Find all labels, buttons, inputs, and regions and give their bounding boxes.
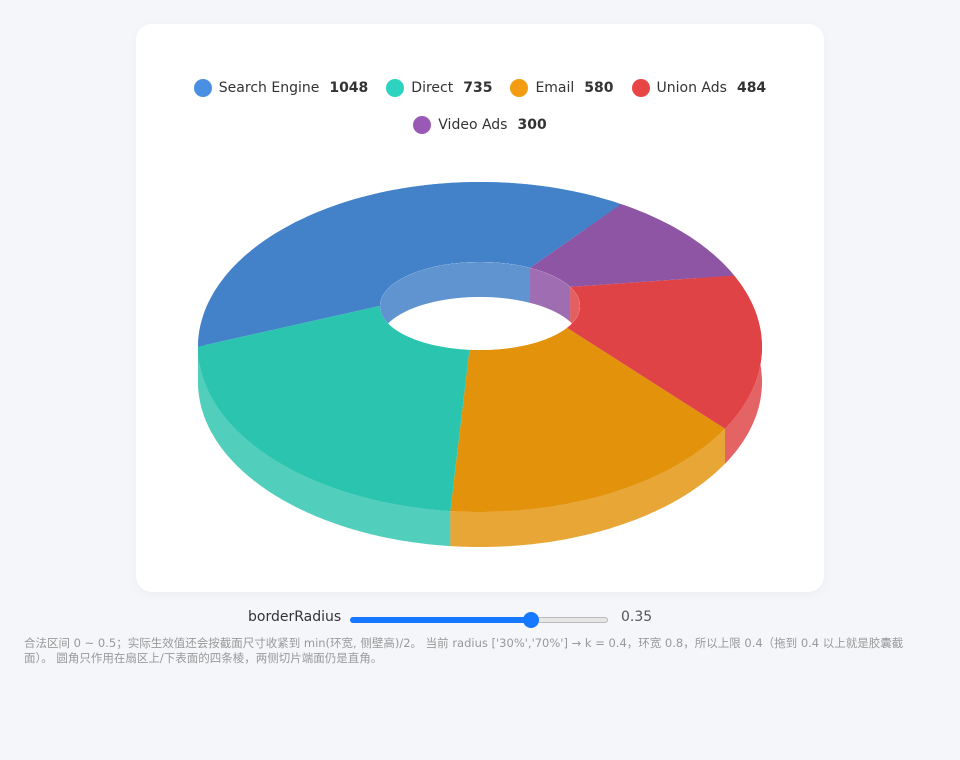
slice-inner-shade [530, 267, 571, 322]
legend-item[interactable]: Union Ads 484 [631, 76, 767, 100]
legend-item[interactable]: Direct 735 [386, 76, 492, 100]
slice [530, 204, 735, 287]
top-faces [198, 182, 762, 512]
legend-marker [413, 116, 432, 134]
slider-value: 0.35 [621, 609, 653, 625]
legend-label: Search Engine [218, 80, 320, 96]
legend: Search Engine 1048 Direct 735 Email 580 Union … [170, 76, 790, 137]
slice-side [198, 346, 451, 547]
chart [198, 182, 762, 547]
slice [198, 305, 470, 512]
slice-side [450, 428, 725, 547]
legend-value: 735 [463, 80, 493, 96]
slice [198, 182, 621, 347]
slice-side-shade [450, 428, 725, 547]
slider-fill [350, 617, 531, 623]
legend-item[interactable]: Search Engine 1048 [193, 76, 369, 100]
note: 合法区间 0 ~ 0.5；实际生效值还会按截面尺寸收紧到 min(环宽, 侧壁高… [24, 636, 904, 665]
slice-side-shade [198, 346, 451, 547]
legend-label: Direct [411, 80, 454, 96]
hole-floor [380, 297, 580, 350]
slice-inner-wall [530, 267, 571, 322]
legend-label: Email [535, 80, 575, 96]
legend-marker [386, 79, 405, 97]
legend-value: 300 [517, 117, 547, 133]
legend-value: 1048 [329, 80, 369, 96]
slice [566, 275, 762, 429]
legend-label: Union Ads [656, 80, 727, 96]
legend-marker [193, 79, 212, 97]
legend-item[interactable]: Email 580 [510, 76, 614, 100]
legend-label: Video Ads [438, 117, 508, 133]
slider-thumb[interactable] [522, 612, 539, 628]
slice-inner-wall [380, 262, 530, 341]
slice [450, 327, 725, 512]
legend-marker [631, 79, 650, 97]
legend-item[interactable]: Video Ads 300 [413, 113, 547, 137]
legend-marker [510, 79, 529, 97]
legend-value: 580 [584, 80, 614, 96]
slice-inner-shade [380, 262, 530, 341]
legend-value: 484 [736, 80, 767, 96]
slider-control: borderRadius 0.35 [0, 606, 960, 630]
slider-label: borderRadius [248, 609, 342, 625]
